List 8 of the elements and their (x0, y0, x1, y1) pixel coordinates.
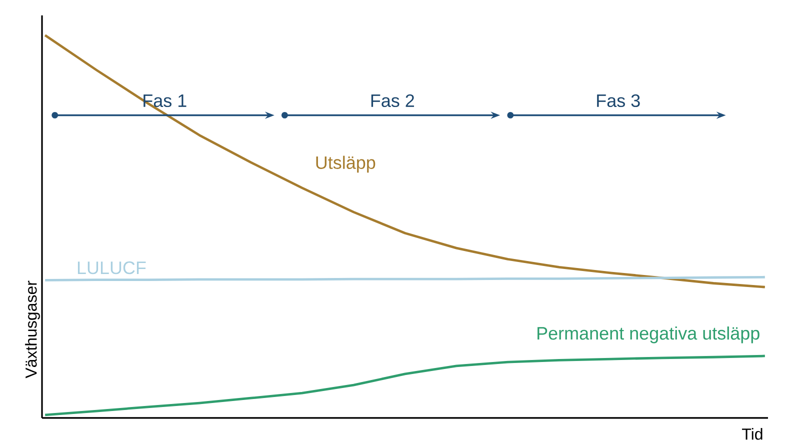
y-axis-title: Växthusgaser (25, 280, 40, 378)
annotation: Fas 2 (371, 94, 414, 108)
annotation: Fas 1 (144, 94, 186, 108)
series-label: LULUCF (78, 261, 146, 274)
x-axis-title: Tid (742, 428, 762, 440)
series-label: Permanent negativa utsläpp (538, 326, 760, 344)
annotation: Fas 3 (597, 94, 640, 108)
series-label: Utsläpp (316, 156, 376, 173)
